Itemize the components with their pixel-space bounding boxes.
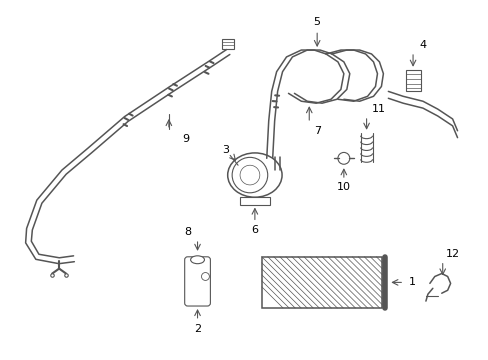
- Circle shape: [337, 152, 349, 164]
- Circle shape: [232, 157, 267, 193]
- Bar: [222, 39, 234, 49]
- Text: 11: 11: [371, 104, 385, 114]
- Text: 5: 5: [313, 18, 320, 27]
- Ellipse shape: [190, 256, 204, 264]
- Text: 10: 10: [336, 182, 350, 192]
- Text: 7: 7: [313, 126, 320, 136]
- Ellipse shape: [227, 153, 282, 197]
- Circle shape: [201, 273, 209, 280]
- FancyBboxPatch shape: [184, 257, 210, 306]
- Bar: [406, 70, 420, 91]
- Text: 2: 2: [194, 324, 201, 334]
- Circle shape: [240, 165, 259, 185]
- Bar: [240, 197, 269, 204]
- Text: 6: 6: [251, 225, 258, 235]
- Text: 8: 8: [183, 227, 191, 237]
- Bar: [261, 257, 382, 308]
- Text: 4: 4: [419, 40, 426, 50]
- Text: 3: 3: [221, 145, 228, 156]
- Text: 9: 9: [182, 134, 189, 144]
- Text: 12: 12: [445, 249, 459, 259]
- Text: 1: 1: [408, 278, 415, 287]
